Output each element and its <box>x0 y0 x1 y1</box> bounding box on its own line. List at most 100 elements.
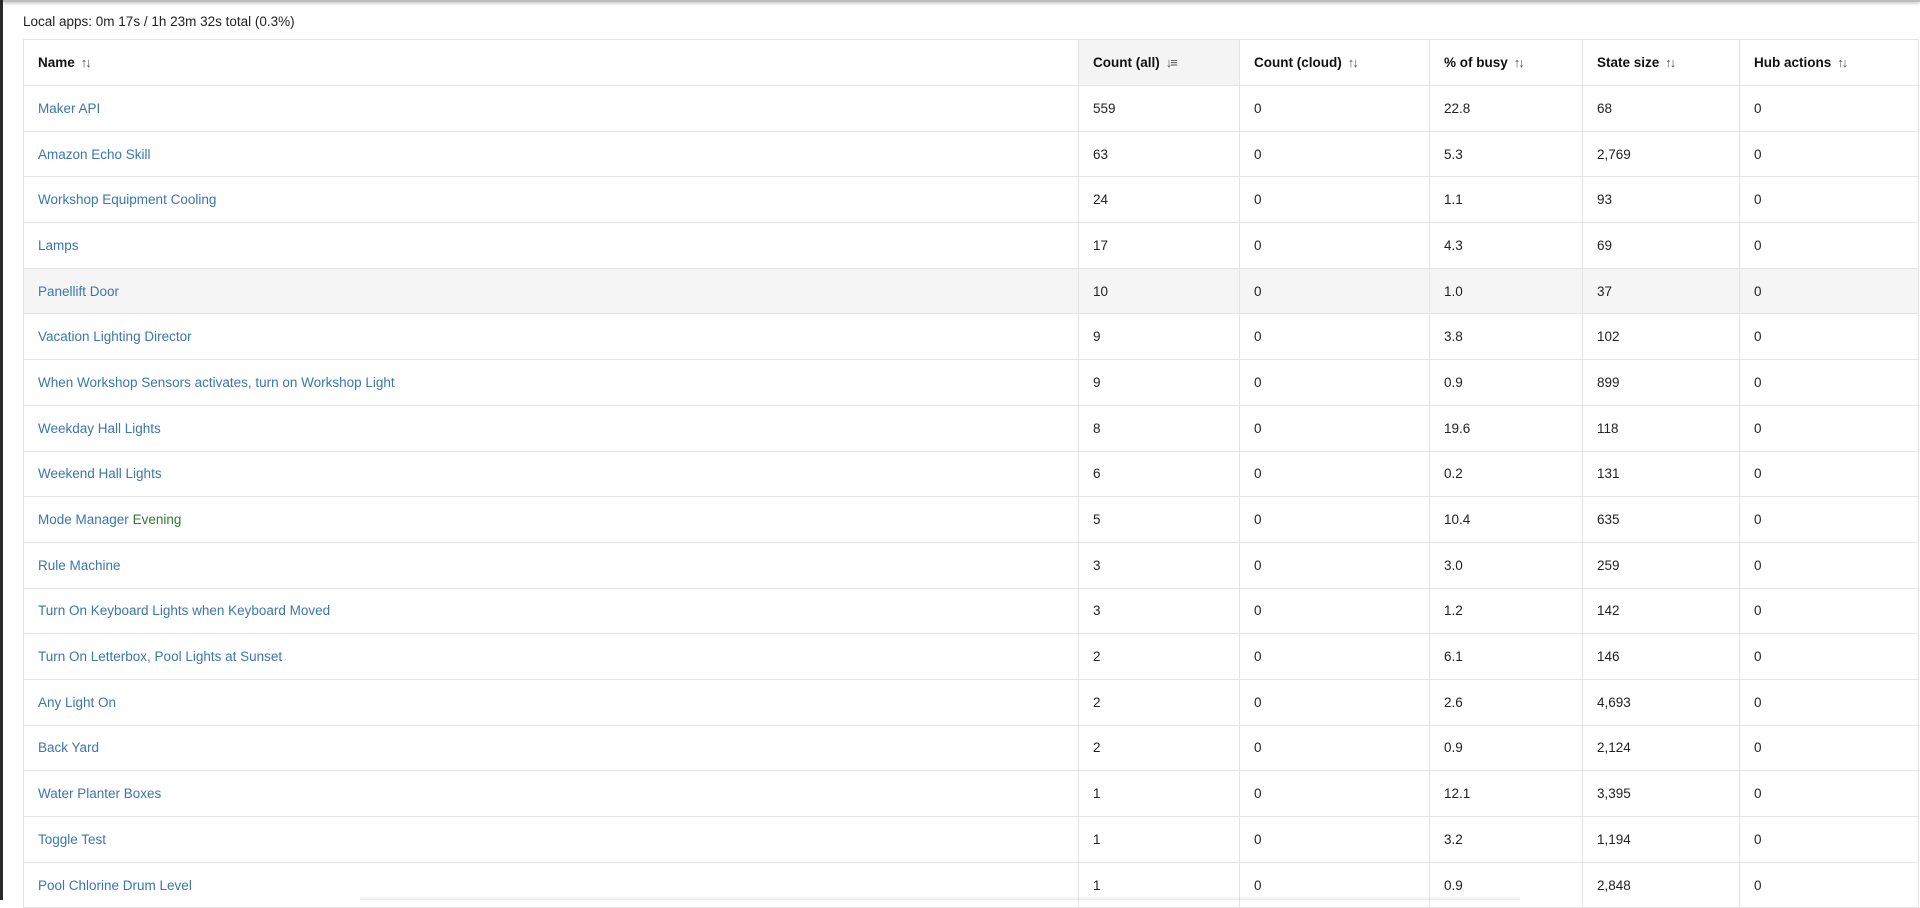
app-link[interactable]: Rule Machine <box>38 557 121 573</box>
cell-count-cloud: 0 <box>1239 770 1430 817</box>
cell-count-cloud: 0 <box>1239 678 1430 726</box>
cell-name: Back Yard <box>23 724 1079 772</box>
table-row[interactable]: Amazon Echo Skill 63 0 5.3 2,769 0 <box>23 130 1919 178</box>
table-row[interactable]: Mode Manager Evening 5 0 10.4 635 0 <box>23 496 1919 543</box>
cell-count-cloud: 0 <box>1239 404 1430 452</box>
cell-hub-actions: 0 <box>1739 770 1919 817</box>
cell-pct-busy: 4.3 <box>1429 222 1583 269</box>
cell-count-cloud: 0 <box>1239 313 1430 361</box>
cell-count-cloud: 0 <box>1239 130 1430 178</box>
app-link[interactable]: Water Planter Boxes <box>38 786 162 802</box>
apps-stats-table: Name ↑↓ Count (all) ↓≡ Count (cloud) ↑↓% of b… <box>23 39 1919 908</box>
sort-both-icon[interactable]: ↑↓ <box>80 55 92 70</box>
window-left-edge <box>0 0 3 900</box>
cell-name: Mode Manager Evening <box>23 496 1079 543</box>
table-row[interactable]: Weekend Hall Lights 6 0 0.2 131 0 <box>23 450 1919 498</box>
app-link[interactable]: Weekend Hall Lights <box>38 466 162 482</box>
cell-name: Maker API <box>23 85 1079 132</box>
sort-both-icon[interactable]: ↑↓ <box>1665 55 1676 70</box>
app-link[interactable]: Maker API <box>38 100 101 116</box>
sort-both-icon[interactable]: ↑↓ <box>1347 55 1359 70</box>
app-link[interactable]: Turn On Letterbox, Pool Lights at Sunset <box>38 649 283 665</box>
cell-state-size: 4,693 <box>1582 678 1740 726</box>
cell-hub-actions: 0 <box>1739 359 1919 406</box>
local-apps-summary: Local apps: 0m 17s / 1h 23m 32s total (0… <box>23 14 295 29</box>
app-link[interactable]: Workshop Equipment Cooling <box>38 192 217 208</box>
cell-state-size: 69 <box>1582 222 1740 269</box>
column-label: Name <box>38 55 75 70</box>
table-body: Maker API 559 0 22.8 68 0 Amazon Echo Skill 63 0… <box>23 85 1919 908</box>
cell-hub-actions: 0 <box>1739 724 1919 772</box>
cell-name: Water Planter Boxes <box>23 770 1079 817</box>
table-row[interactable]: Panellift Door 10 0 1.0 37 0 <box>23 267 1919 315</box>
app-link[interactable]: Turn On Keyboard Lights when Keyboard Mo… <box>38 603 331 619</box>
cell-name: Workshop Equipment Cooling <box>23 176 1079 224</box>
cell-state-size: 102 <box>1582 313 1740 361</box>
cell-pct-busy: 12.1 <box>1429 770 1583 817</box>
cell-count-cloud: 0 <box>1239 496 1430 543</box>
cell-name: When Workshop Sensors activates, turn on… <box>23 359 1079 406</box>
table-row[interactable]: Lamps 17 0 4.3 69 0 <box>23 222 1919 269</box>
table-row[interactable]: Pool Chlorine Drum Level 1 0 0.9 2,848 0 <box>23 861 1919 908</box>
app-link[interactable]: Panellift Door <box>38 283 120 299</box>
column-header-count-cloud[interactable]: Count (cloud) ↑↓ <box>1239 39 1430 86</box>
cell-hub-actions: 0 <box>1739 496 1919 543</box>
scroll-shadow <box>360 896 1520 900</box>
app-link[interactable]: When Workshop Sensors activates, turn on… <box>38 374 395 390</box>
column-header-pct-busy[interactable]: % of busy ↑↓ <box>1429 39 1583 86</box>
column-label: Count (all) <box>1093 55 1160 70</box>
cell-pct-busy: 2.6 <box>1429 678 1583 726</box>
column-header-name[interactable]: Name ↑↓ <box>23 39 1079 86</box>
app-link[interactable]: Lamps <box>38 237 79 253</box>
cell-pct-busy: 22.8 <box>1429 85 1583 132</box>
cell-count-all: 6 <box>1078 450 1240 498</box>
table-row[interactable]: Turn On Keyboard Lights when Keyboard Mo… <box>23 587 1919 635</box>
column-header-hub-actions[interactable]: Hub actions ↑↓ <box>1739 39 1919 86</box>
cell-hub-actions: 0 <box>1739 313 1919 361</box>
cell-count-cloud: 0 <box>1239 587 1430 635</box>
sort-both-icon[interactable]: ↑↓ <box>1513 55 1525 70</box>
table-row[interactable]: Toggle Test 1 0 3.2 1,194 0 <box>23 816 1919 863</box>
column-header-count-all[interactable]: Count (all) ↓≡ <box>1078 39 1240 86</box>
app-link[interactable]: Any Light On <box>38 694 117 710</box>
table-row[interactable]: Workshop Equipment Cooling 24 0 1.1 93 0 <box>23 176 1919 224</box>
cell-state-size: 146 <box>1582 633 1740 680</box>
table-row[interactable]: Rule Machine 3 0 3.0 259 0 <box>23 541 1919 589</box>
app-link[interactable]: Vacation Lighting Director <box>38 329 192 345</box>
cell-name: Any Light On <box>23 678 1079 726</box>
cell-hub-actions: 0 <box>1739 861 1919 908</box>
cell-pct-busy: 1.2 <box>1429 587 1583 635</box>
column-label: Hub actions <box>1754 55 1832 70</box>
cell-state-size: 2,124 <box>1582 724 1740 772</box>
table-row[interactable]: Turn On Letterbox, Pool Lights at Sunset… <box>23 633 1919 680</box>
cell-hub-actions: 0 <box>1739 450 1919 498</box>
cell-hub-actions: 0 <box>1739 267 1919 315</box>
cell-count-all: 9 <box>1078 313 1240 361</box>
table-row[interactable]: Back Yard 2 0 0.9 2,124 0 <box>23 724 1919 772</box>
app-link[interactable]: Pool Chlorine Drum Level <box>38 877 192 893</box>
sort-descending-icon[interactable]: ↓≡ <box>1165 55 1178 70</box>
cell-pct-busy: 10.4 <box>1429 496 1583 543</box>
table-row[interactable]: Any Light On 2 0 2.6 4,693 0 <box>23 678 1919 726</box>
cell-state-size: 118 <box>1582 404 1740 452</box>
cell-name: Toggle Test <box>23 816 1079 863</box>
cell-count-all: 8 <box>1078 404 1240 452</box>
app-link[interactable]: Weekday Hall Lights <box>38 420 161 436</box>
table-row[interactable]: Water Planter Boxes 1 0 12.1 3,395 0 <box>23 770 1919 817</box>
cell-state-size: 3,395 <box>1582 770 1740 817</box>
table-row[interactable]: Vacation Lighting Director 9 0 3.8 102 0 <box>23 313 1919 361</box>
app-link[interactable]: Amazon Echo Skill <box>38 146 151 162</box>
sort-both-icon[interactable]: ↑↓ <box>1837 55 1848 70</box>
app-link[interactable]: Toggle Test <box>38 831 107 847</box>
app-link[interactable]: Back Yard <box>38 740 100 756</box>
table-row[interactable]: Maker API 559 0 22.8 68 0 <box>23 85 1919 132</box>
cell-name: Pool Chlorine Drum Level <box>23 861 1079 908</box>
column-header-state-size[interactable]: State size ↑↓ <box>1582 39 1740 86</box>
app-link[interactable]: Mode Manager <box>38 512 129 528</box>
cell-hub-actions: 0 <box>1739 587 1919 635</box>
cell-name: Turn On Letterbox, Pool Lights at Sunset <box>23 633 1079 680</box>
cell-count-cloud: 0 <box>1239 541 1430 589</box>
table-row[interactable]: When Workshop Sensors activates, turn on… <box>23 359 1919 406</box>
table-row[interactable]: Weekday Hall Lights 8 0 19.6 118 0 <box>23 404 1919 452</box>
cell-state-size: 37 <box>1582 267 1740 315</box>
